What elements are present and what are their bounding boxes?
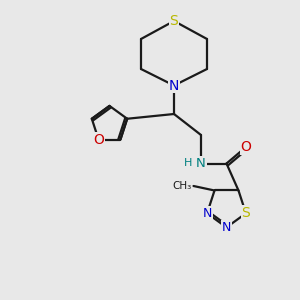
Text: S: S	[169, 14, 178, 28]
Text: H: H	[184, 158, 193, 168]
Text: O: O	[241, 140, 251, 154]
Text: N: N	[202, 207, 212, 220]
Text: O: O	[93, 133, 104, 146]
Text: N: N	[169, 79, 179, 92]
Text: N: N	[196, 157, 206, 170]
Text: N: N	[222, 221, 231, 234]
Text: CH₃: CH₃	[173, 181, 192, 191]
Text: S: S	[242, 206, 250, 220]
